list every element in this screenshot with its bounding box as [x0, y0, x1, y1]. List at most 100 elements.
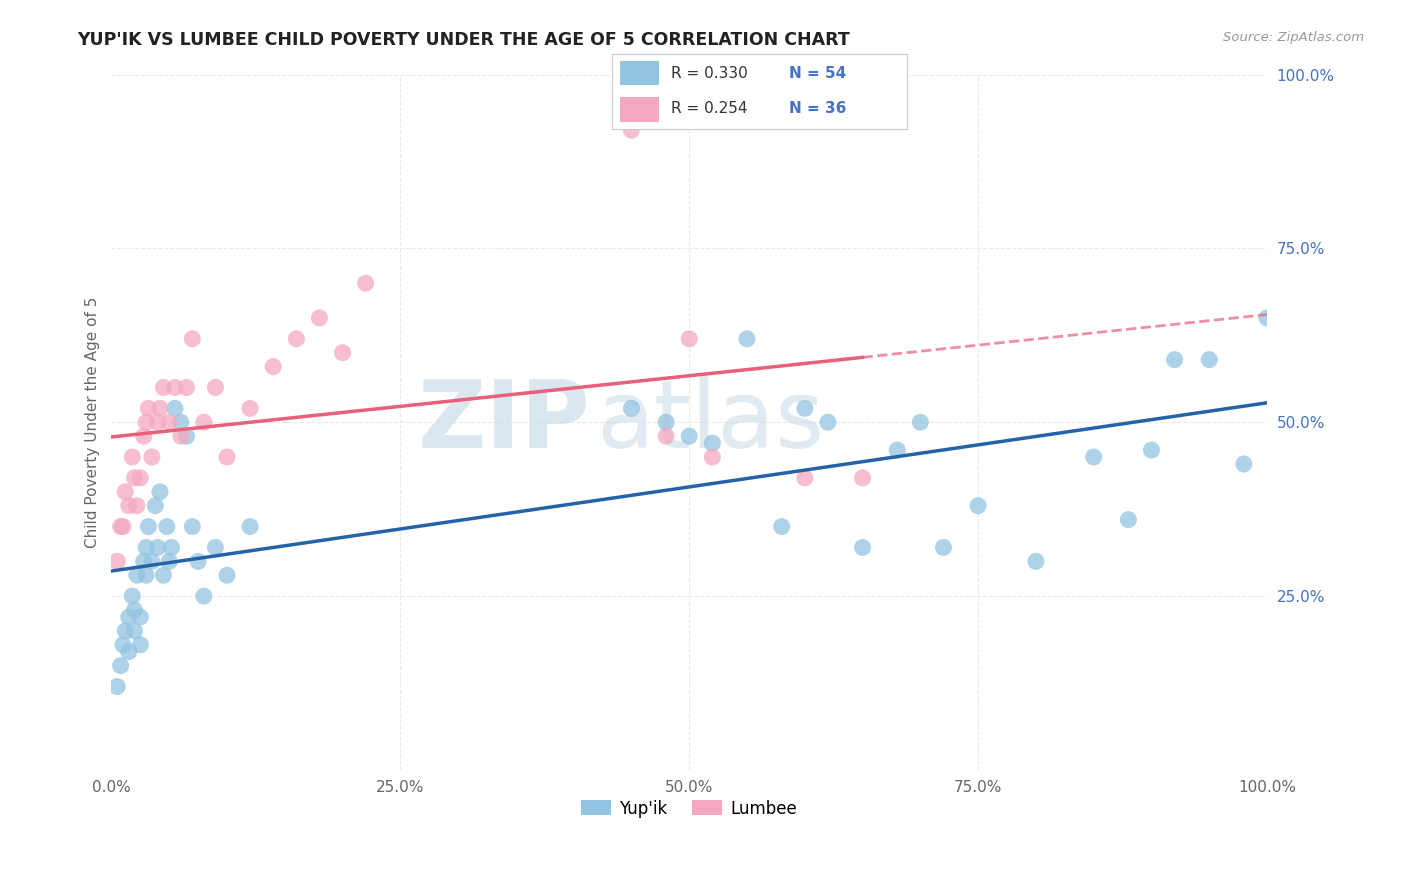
Point [114, 484, 136, 499]
Text: R = 0.330: R = 0.330 [671, 67, 748, 81]
Point [129, 610, 152, 624]
Text: ZIP: ZIP [418, 376, 591, 468]
Point [163, 401, 186, 416]
FancyBboxPatch shape [620, 97, 659, 122]
Point [118, 610, 141, 624]
Point [239, 519, 262, 533]
Point [138, 519, 160, 533]
Point [176, 380, 198, 394]
Point [262, 359, 284, 374]
Point [620, 123, 643, 137]
Point [160, 541, 183, 555]
Point [121, 589, 143, 603]
Point [163, 380, 186, 394]
Point [146, 541, 169, 555]
Point [215, 450, 238, 464]
Point [817, 415, 839, 429]
Point [181, 332, 204, 346]
Point [124, 471, 146, 485]
Text: N = 36: N = 36 [789, 101, 846, 116]
Point [770, 519, 793, 533]
Point [124, 624, 146, 638]
Point [851, 471, 873, 485]
Legend: Yup'ik, Lumbee: Yup'ik, Lumbee [574, 793, 804, 824]
Point [105, 680, 128, 694]
Point [110, 658, 132, 673]
Point [735, 332, 758, 346]
Point [1198, 352, 1220, 367]
Y-axis label: Child Poverty Under the Age of 5: Child Poverty Under the Age of 5 [86, 296, 100, 548]
Point [135, 415, 157, 429]
Point [1118, 513, 1140, 527]
Point [105, 554, 128, 568]
Point [215, 568, 238, 582]
Point [655, 415, 678, 429]
Point [124, 603, 146, 617]
Text: N = 54: N = 54 [789, 67, 846, 81]
Point [793, 401, 815, 416]
Point [156, 519, 179, 533]
Point [851, 541, 873, 555]
Point [193, 415, 215, 429]
Point [181, 519, 204, 533]
Text: atlas: atlas [596, 376, 825, 468]
Point [967, 499, 990, 513]
Point [702, 450, 724, 464]
Point [132, 554, 155, 568]
Point [114, 624, 136, 638]
Point [111, 519, 134, 533]
Point [152, 568, 174, 582]
Point [620, 401, 643, 416]
Point [149, 484, 172, 499]
Point [121, 450, 143, 464]
Point [129, 638, 152, 652]
Point [129, 471, 152, 485]
Text: R = 0.254: R = 0.254 [671, 101, 747, 116]
Point [111, 638, 134, 652]
Point [193, 589, 215, 603]
Point [187, 554, 209, 568]
Point [1256, 310, 1278, 325]
Point [910, 415, 932, 429]
Point [157, 554, 180, 568]
Point [702, 436, 724, 450]
Point [678, 332, 700, 346]
Text: Source: ZipAtlas.com: Source: ZipAtlas.com [1223, 31, 1364, 45]
Point [1163, 352, 1185, 367]
Point [886, 443, 908, 458]
FancyBboxPatch shape [620, 62, 659, 86]
Point [141, 450, 163, 464]
Point [176, 429, 198, 443]
Point [1025, 554, 1047, 568]
Point [932, 541, 955, 555]
Text: YUP'IK VS LUMBEE CHILD POVERTY UNDER THE AGE OF 5 CORRELATION CHART: YUP'IK VS LUMBEE CHILD POVERTY UNDER THE… [77, 31, 851, 49]
Point [655, 429, 678, 443]
Point [143, 499, 166, 513]
Point [332, 345, 354, 359]
Point [132, 429, 155, 443]
Point [138, 401, 160, 416]
Point [125, 568, 148, 582]
Point [239, 401, 262, 416]
Point [1233, 457, 1256, 471]
Point [135, 541, 157, 555]
Point [1140, 443, 1163, 458]
Point [793, 471, 815, 485]
Point [118, 645, 141, 659]
Point [170, 429, 193, 443]
Point [141, 554, 163, 568]
Point [146, 415, 169, 429]
Point [1083, 450, 1105, 464]
Point [135, 568, 157, 582]
Point [110, 519, 132, 533]
Point [204, 380, 226, 394]
Point [170, 415, 193, 429]
Point [157, 415, 180, 429]
Point [204, 541, 226, 555]
Point [152, 380, 174, 394]
Point [118, 499, 141, 513]
Point [354, 276, 377, 290]
Point [285, 332, 308, 346]
Point [125, 499, 148, 513]
Point [149, 401, 172, 416]
